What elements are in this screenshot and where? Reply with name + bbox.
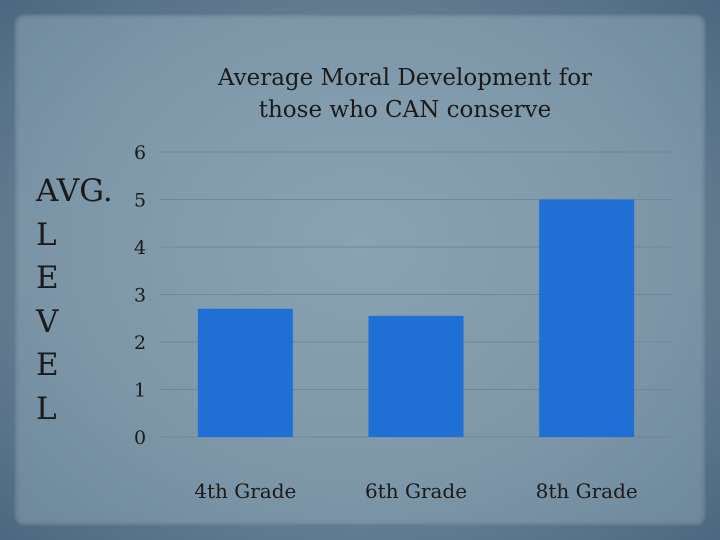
y-axis-label-line: AVG. [36,173,113,209]
y-axis-label-line: L [36,390,57,427]
y-tick-label: 5 [134,190,146,212]
chart-title: Average Moral Development for those who … [170,62,640,126]
y-tick-label: 1 [134,380,146,402]
x-category-label: 6th Grade [365,479,467,503]
x-category-label: 8th Grade [536,479,638,503]
y-tick-label: 6 [134,142,146,164]
bar [368,315,464,437]
chart-title-line-2: those who CAN conserve [258,97,552,123]
x-category-label: 4th Grade [194,479,296,503]
y-tick-label: 3 [134,285,146,307]
y-axis-label-line: V [36,303,59,340]
y-axis-label-line: E [36,260,59,296]
y-axis-label: AVG. L E V E L [36,170,126,431]
y-tick-label: 0 [134,427,146,449]
y-tick-label: 4 [134,237,146,259]
bar [539,199,635,437]
y-axis-label-line: L [36,216,57,253]
y-axis-label-line: E [36,347,59,383]
chart-title-line-1: Average Moral Development for [217,65,593,91]
y-tick-label: 2 [134,332,146,354]
bar [197,308,293,437]
